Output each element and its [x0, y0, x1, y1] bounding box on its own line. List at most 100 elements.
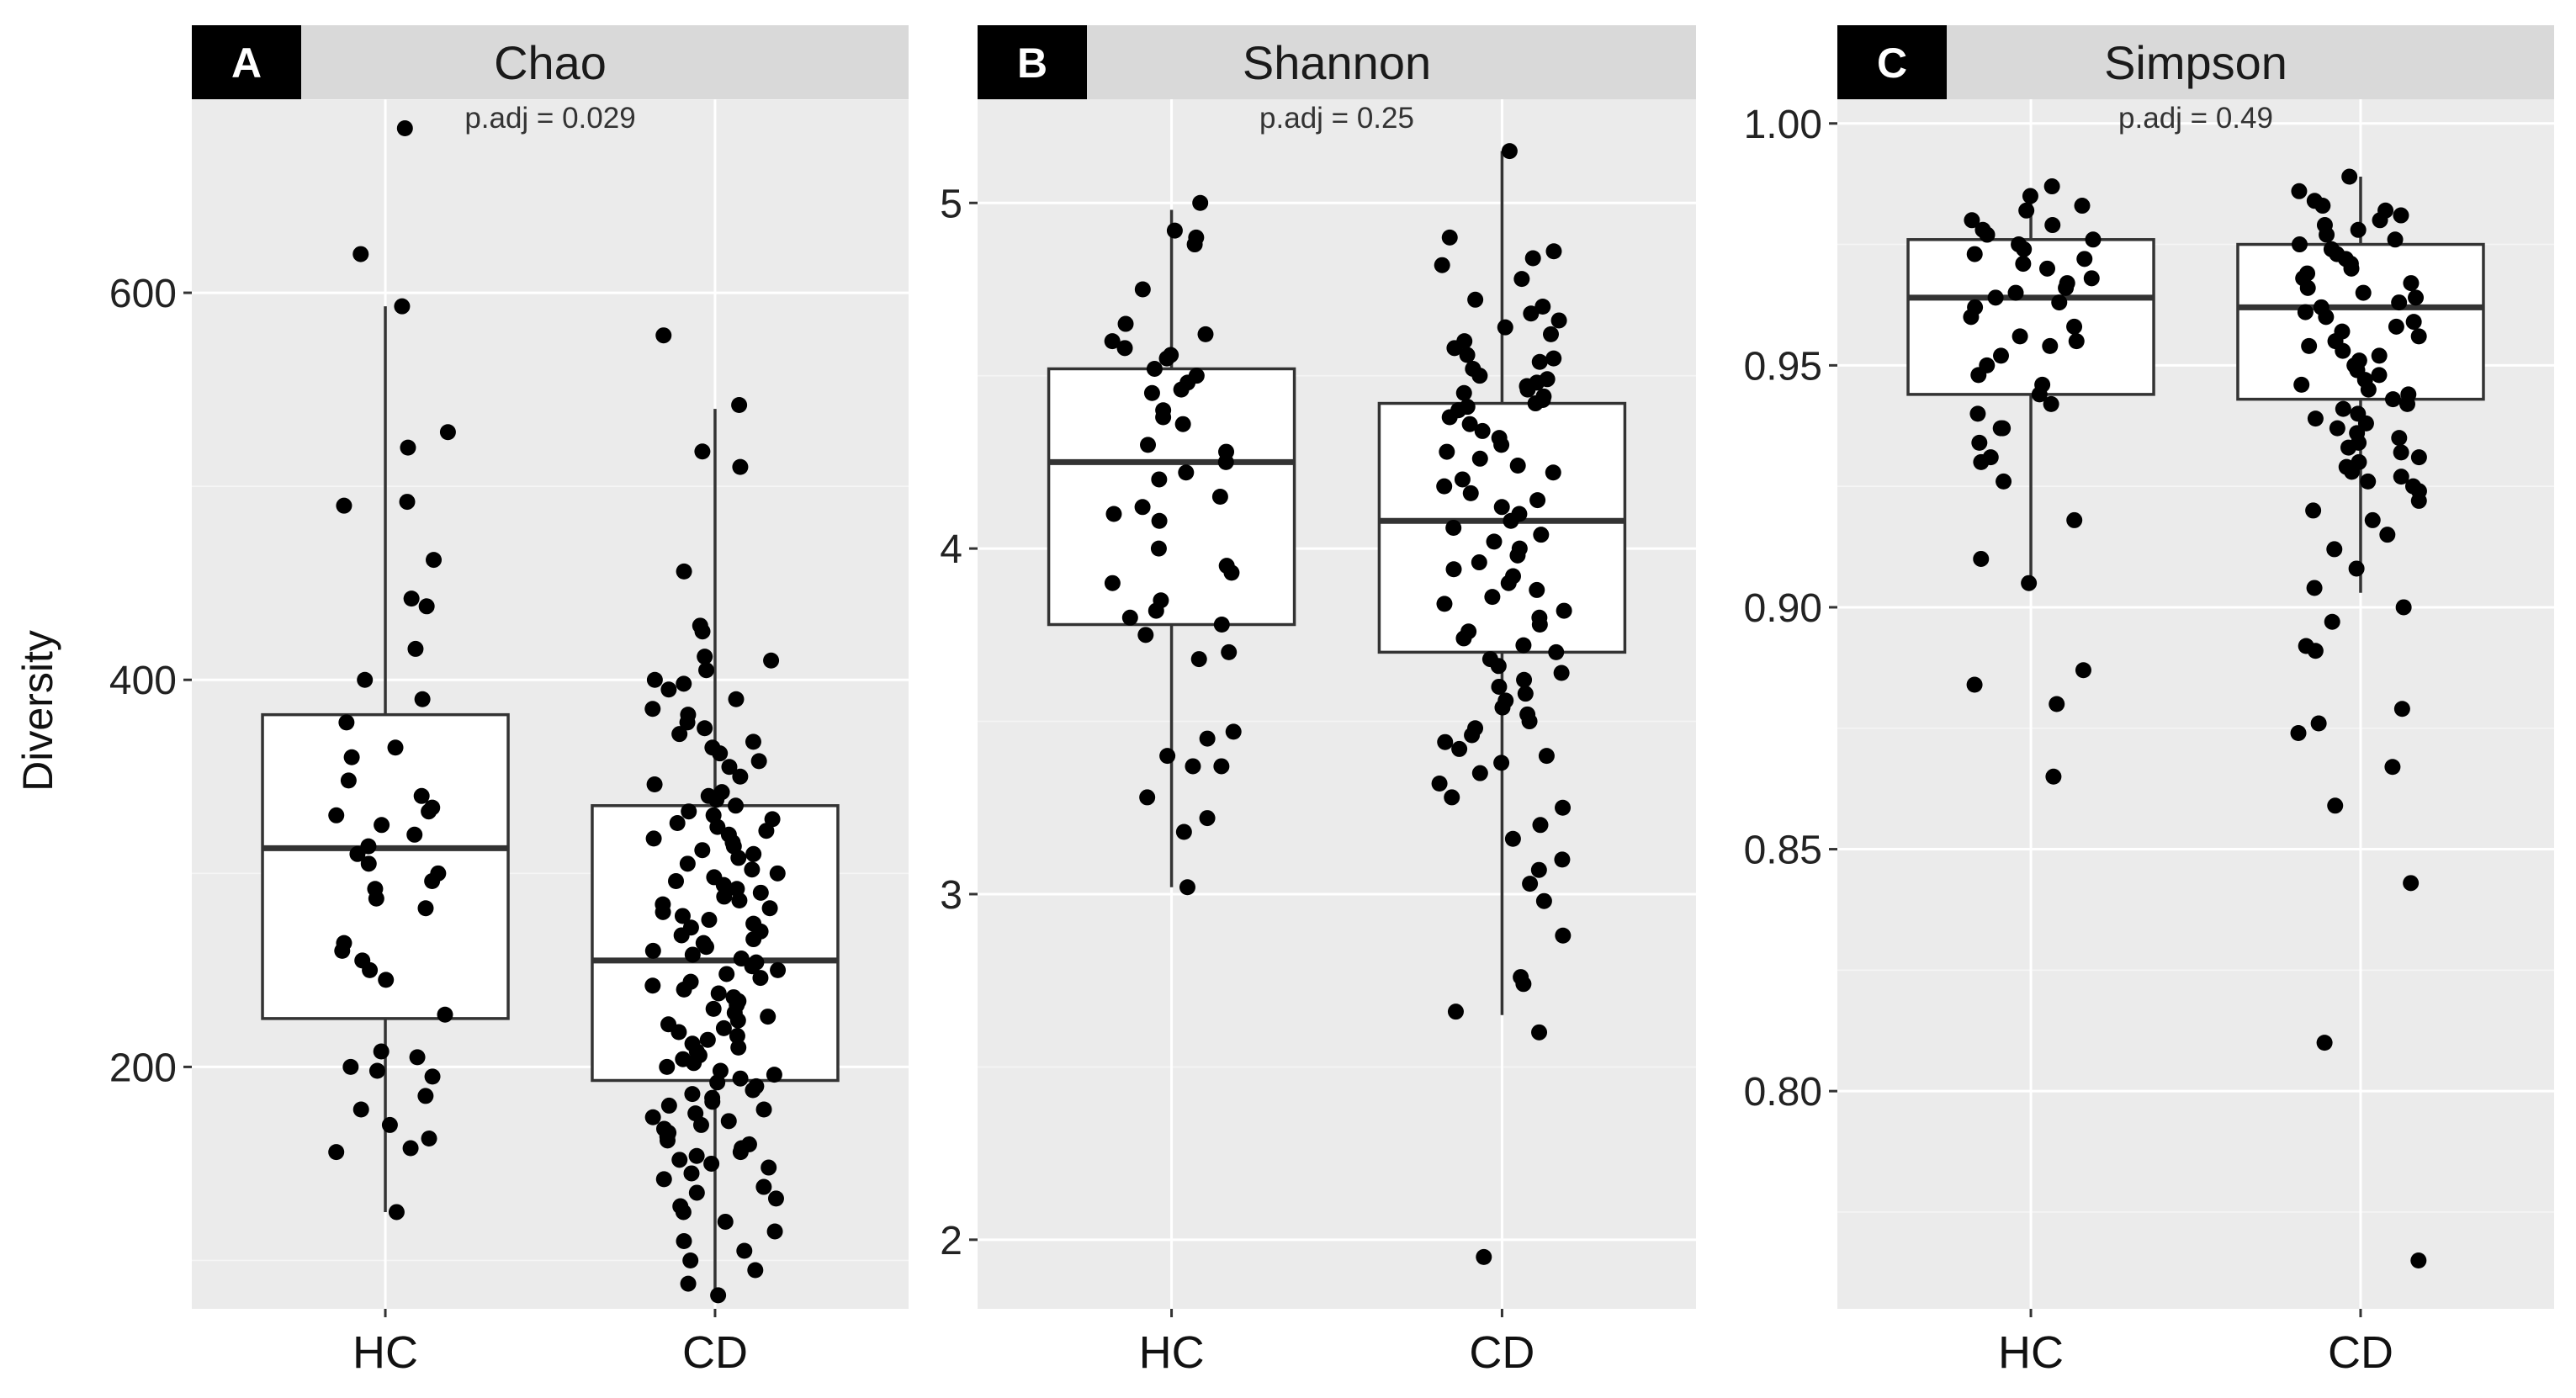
- data-point-hc: [1197, 326, 1214, 342]
- data-point-hc: [1116, 340, 1133, 357]
- data-point-cd: [2410, 1252, 2427, 1268]
- data-point-cd: [684, 946, 701, 963]
- data-point-cd: [1521, 713, 1538, 730]
- data-point-cd: [2340, 439, 2356, 456]
- data-point-hc: [1150, 540, 1167, 557]
- data-point-hc: [2021, 575, 2038, 591]
- data-point-hc: [1987, 289, 2004, 306]
- data-point-cd: [676, 1232, 692, 1249]
- data-point-hc: [2031, 386, 2048, 403]
- data-point-cd: [721, 759, 738, 776]
- data-point-hc: [439, 424, 456, 441]
- data-point-cd: [745, 845, 762, 862]
- panel-chao: 200 400 600 Chao Ap.adj = 0.029 HC CD: [109, 25, 909, 1378]
- data-point-cd: [732, 768, 749, 785]
- data-point-cd: [1441, 409, 1458, 426]
- data-point-cd: [703, 1155, 720, 1172]
- x-tick-label: CD: [1469, 1327, 1534, 1378]
- data-point-cd: [1534, 299, 1551, 315]
- data-point-hc: [2039, 260, 2056, 277]
- data-point-hc: [1217, 453, 1234, 470]
- x-tick-label: HC: [1139, 1327, 1205, 1378]
- data-point-cd: [683, 1165, 700, 1182]
- y-tick-label: 0.90: [1744, 586, 1822, 631]
- data-point-cd: [2307, 643, 2324, 659]
- data-point-hc: [349, 845, 366, 862]
- data-point-cd: [710, 1287, 727, 1304]
- data-point-hc: [1178, 464, 1195, 481]
- data-point-cd: [1535, 892, 1552, 909]
- data-point-hc: [1158, 350, 1175, 367]
- box-hc: [261, 306, 510, 1212]
- y-tick-label: 0.80: [1744, 1070, 1822, 1115]
- data-point-hc: [1121, 609, 1138, 626]
- data-point-cd: [1493, 437, 1510, 453]
- data-point-cd: [2384, 759, 2401, 776]
- iqr-box: [261, 712, 510, 1020]
- data-point-cd: [2399, 395, 2416, 412]
- box-cd: [591, 409, 840, 1295]
- data-point-cd: [731, 892, 748, 909]
- data-point-cd: [646, 671, 663, 688]
- data-point-cd: [1538, 748, 1555, 765]
- data-point-cd: [1527, 395, 1544, 412]
- data-point-hc: [2074, 198, 2091, 214]
- data-point-cd: [1531, 617, 1548, 633]
- data-point-cd: [1515, 637, 1532, 654]
- data-point-hc: [1155, 409, 1172, 426]
- data-point-cd: [2371, 347, 2388, 364]
- data-point-hc: [1159, 748, 1176, 765]
- data-point-cd: [1455, 630, 1472, 647]
- data-point-cd: [1522, 876, 1539, 892]
- data-point-cd: [1446, 340, 1463, 357]
- y-tick-label: 3: [940, 873, 962, 918]
- data-point-cd: [2335, 342, 2351, 359]
- panel-tag-box: [192, 25, 301, 99]
- data-point-hc: [342, 1058, 359, 1075]
- data-point-hc: [1185, 758, 1201, 775]
- data-point-hc: [409, 1049, 426, 1066]
- data-point-cd: [1436, 596, 1453, 612]
- data-point-cd: [717, 1213, 734, 1230]
- data-point-cd: [1531, 1024, 1548, 1041]
- data-point-hc: [2044, 217, 2061, 234]
- data-point-cd: [660, 681, 677, 698]
- data-point-cd: [1476, 1248, 1492, 1265]
- data-point-cd: [655, 1171, 672, 1188]
- data-point-hc: [414, 691, 431, 707]
- data-point-cd: [645, 830, 662, 847]
- data-point-cd: [671, 1024, 687, 1041]
- data-point-cd: [712, 745, 729, 762]
- data-point-cd: [2350, 221, 2367, 238]
- data-point-cd: [2387, 231, 2404, 248]
- data-point-cd: [2335, 400, 2351, 417]
- data-point-cd: [1437, 733, 1454, 750]
- data-point-hc: [1134, 281, 1151, 298]
- data-point-hc: [1963, 309, 1980, 326]
- data-point-hc: [424, 873, 441, 890]
- data-point-cd: [644, 701, 661, 718]
- data-point-cd: [1471, 368, 1488, 384]
- data-point-cd: [1555, 799, 1572, 816]
- data-point-hc: [2007, 284, 2024, 301]
- data-point-hc: [374, 817, 390, 834]
- data-point-hc: [1105, 506, 1122, 522]
- data-point-cd: [680, 1275, 697, 1292]
- data-point-cd: [1459, 347, 1476, 363]
- data-point-cd: [1444, 789, 1460, 806]
- data-point-cd: [1545, 464, 1561, 481]
- data-point-cd: [671, 1152, 688, 1168]
- data-point-hc: [360, 855, 377, 872]
- data-point-hc: [1175, 823, 1192, 840]
- data-point-cd: [729, 1028, 745, 1045]
- data-point-hc: [1213, 758, 1230, 775]
- data-point-cd: [732, 458, 749, 475]
- data-point-cd: [2355, 284, 2372, 301]
- facet-title: Shannon: [1243, 36, 1431, 89]
- panel-simpson: 0.80 0.85 0.90 0.95 1.00 Simpson Cp.adj = 0.49…: [1744, 25, 2554, 1378]
- data-point-hc: [378, 972, 395, 988]
- y-axis-title: Diversity: [14, 630, 61, 792]
- data-point-hc: [437, 1006, 453, 1023]
- data-point-hc: [2043, 178, 2060, 195]
- p-value-annotation: p.adj = 0.49: [2118, 102, 2273, 135]
